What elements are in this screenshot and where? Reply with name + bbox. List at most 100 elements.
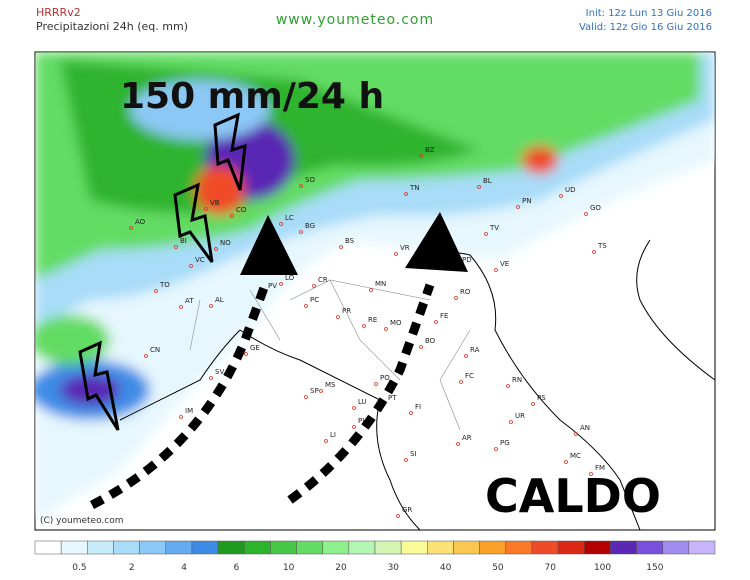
model: HRRRv2 — [36, 6, 81, 19]
city-label: PT — [388, 394, 397, 402]
city-label: SP — [310, 387, 319, 395]
city-label: BO — [425, 337, 436, 345]
city-label: BG — [305, 222, 315, 230]
city-label: FC — [465, 372, 474, 380]
borders — [189, 279, 471, 431]
city-dot — [204, 207, 208, 211]
city-dot — [144, 354, 148, 358]
city-dot — [352, 425, 356, 429]
city-label: SV — [215, 368, 224, 376]
city-label: GO — [590, 204, 601, 212]
legend-swatch — [453, 540, 480, 555]
city-label: TO — [159, 281, 170, 289]
city-dot — [304, 395, 308, 399]
city-label: LC — [285, 214, 294, 222]
city-label: PV — [268, 282, 277, 290]
city-dot — [214, 247, 218, 251]
legend-swatch — [270, 540, 297, 555]
city-dot — [369, 288, 373, 292]
city-label: PD — [462, 256, 472, 264]
field: Precipitazioni 24h (eq. mm) — [36, 20, 188, 33]
legend-label: 50 — [492, 563, 504, 573]
city-dot — [434, 320, 438, 324]
legend-swatch — [531, 540, 559, 555]
city-dot — [584, 212, 588, 216]
legend-label: 2 — [129, 563, 135, 573]
city-label: MO — [390, 319, 402, 327]
legend-label: 10 — [283, 563, 295, 573]
credit: (C) youmeteo.com — [40, 516, 124, 526]
city-label: RA — [470, 346, 480, 354]
city-label: GR — [402, 506, 412, 514]
city-label: PG — [500, 439, 510, 447]
legend-swatch — [139, 540, 167, 555]
legend-label: 30 — [388, 563, 400, 573]
city-label: TS — [597, 242, 607, 250]
legend-swatch — [348, 540, 376, 555]
legend-label: 100 — [594, 563, 611, 573]
city-label: UR — [515, 412, 525, 420]
city-label: PS — [537, 394, 546, 402]
city-dot — [409, 411, 413, 415]
city-dot — [396, 514, 400, 518]
city-dot — [494, 447, 498, 451]
arrows — [78, 112, 468, 510]
city-dot — [352, 406, 356, 410]
legend-swatch — [610, 540, 637, 555]
city-label: RE — [368, 316, 377, 324]
legend-swatch — [400, 540, 428, 555]
legend-swatch — [505, 540, 533, 555]
city-dot — [419, 154, 423, 158]
heat-annotation: CALDO — [485, 469, 661, 523]
city-dot — [404, 458, 408, 462]
city-label: BZ — [425, 146, 435, 154]
legend-swatch — [34, 540, 62, 555]
city-dot — [419, 345, 423, 349]
legend-label: 4 — [181, 563, 187, 573]
legend-swatch — [165, 540, 193, 555]
city-dot — [362, 324, 366, 328]
city-label: SI — [410, 450, 417, 458]
city-label: TV — [489, 224, 499, 232]
city-label: BL — [483, 177, 492, 185]
map — [34, 51, 716, 531]
city-dot — [484, 232, 488, 236]
city-label: PO — [380, 374, 390, 382]
city-label: LU — [358, 398, 367, 406]
city-label: PR — [342, 307, 351, 315]
city-dot — [279, 282, 283, 286]
legend-swatch — [217, 540, 245, 555]
city-dot — [174, 245, 178, 249]
city-dot — [589, 472, 593, 476]
legend-swatch — [243, 540, 271, 555]
city-dot — [509, 420, 513, 424]
city-label: LI — [330, 431, 336, 439]
city-label: CR — [318, 276, 328, 284]
city-label: BS — [345, 237, 355, 245]
city-label: GE — [250, 344, 260, 352]
city-label: CN — [150, 346, 160, 354]
city-dot — [279, 222, 283, 226]
city-dot — [564, 460, 568, 464]
legend-swatch — [87, 540, 114, 555]
warm-flow-arrow — [89, 283, 270, 510]
city-dot — [459, 380, 463, 384]
city-label: RO — [460, 288, 471, 296]
city-label: VR — [400, 244, 410, 252]
legend-swatch — [636, 540, 663, 555]
city-dot — [339, 245, 343, 249]
city-label: PI — [358, 417, 364, 425]
city-label: IM — [185, 407, 193, 415]
city-dot — [506, 384, 510, 388]
city-label: AR — [462, 434, 472, 442]
city-dot — [336, 315, 340, 319]
city-label: MN — [375, 280, 386, 288]
arrow-head — [405, 212, 468, 272]
legend-label: 40 — [440, 563, 452, 573]
city-dot — [299, 230, 303, 234]
city-dot — [384, 327, 388, 331]
city-dot — [319, 389, 323, 393]
city-dot — [374, 382, 378, 386]
city-label: SO — [305, 176, 315, 184]
